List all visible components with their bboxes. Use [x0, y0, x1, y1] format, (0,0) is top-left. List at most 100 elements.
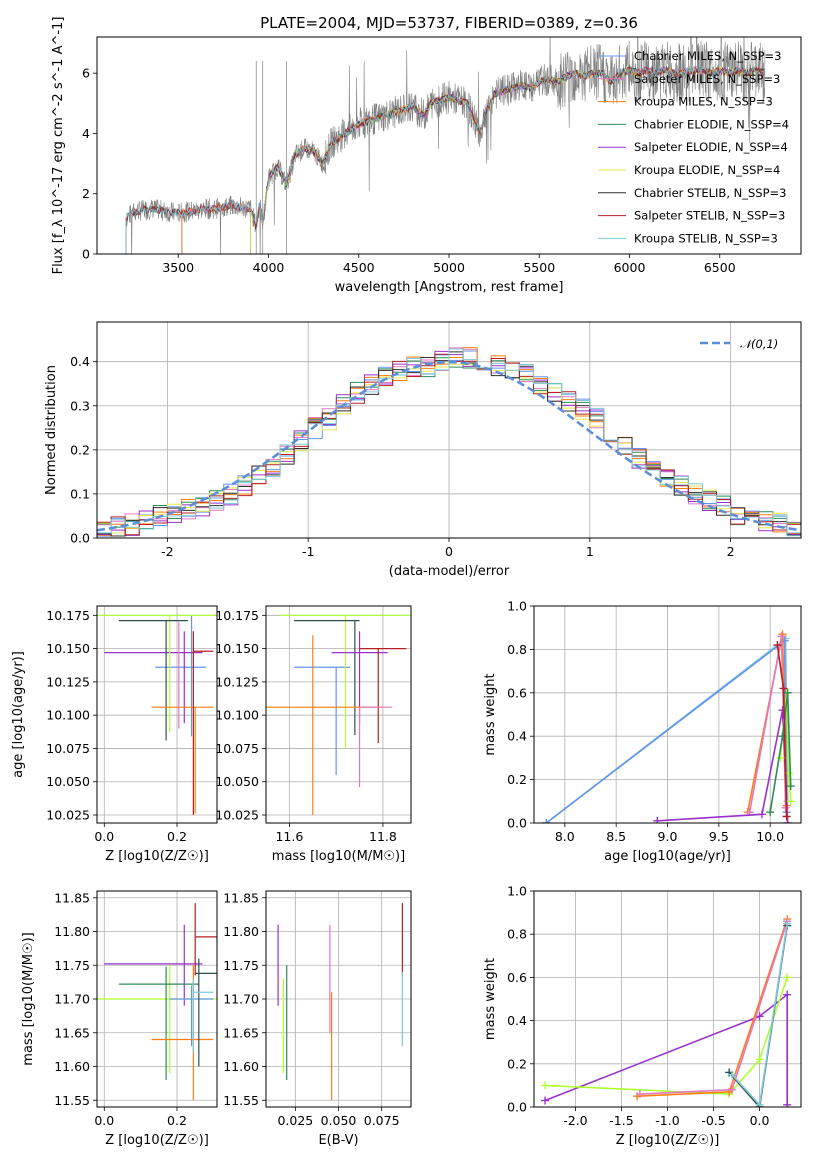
y-tick-label: 11.65 — [223, 1025, 259, 1040]
weight-marker — [783, 819, 792, 823]
panel-4: 11.6 11.8 10.025 10.050 10.075 10.100 10.125 10… — [215, 605, 412, 864]
data-point-5 — [359, 648, 407, 744]
weight-line-1 — [545, 977, 788, 1095]
x-tick-label: -1.0 — [655, 1113, 679, 1128]
weight-marker — [783, 973, 792, 982]
y-tick-label: 10.175 — [46, 608, 90, 623]
x-tick-label: 0 — [445, 544, 453, 559]
data-point-7 — [192, 978, 214, 1053]
plot-area — [125, 37, 766, 254]
weight-marker — [786, 797, 795, 806]
y-axis-label: mass weight — [483, 958, 498, 1040]
y-tick-label: 10.075 — [215, 741, 259, 756]
y-tick-label: 0.4 — [70, 354, 90, 369]
legend-entry: Chabrier STELIB, N_SSP=3 — [634, 186, 786, 200]
plot-area — [97, 891, 217, 1107]
y-tick-label: 0.2 — [507, 1056, 527, 1071]
weight-marker — [782, 812, 791, 821]
y-tick-label: 10.125 — [215, 674, 259, 689]
y-tick-label: 11.60 — [223, 1059, 259, 1074]
x-axis-label: Z [log10(Z/Z☉)] — [105, 849, 209, 864]
data-point-2 — [294, 620, 360, 736]
legend-entry: 𝒩(0,1) — [740, 337, 778, 351]
x-tick-label: -0.5 — [701, 1113, 725, 1128]
axes-frame — [265, 890, 412, 1108]
y-tick-label: 0.8 — [507, 927, 527, 942]
y-tick-label: 10.025 — [215, 808, 259, 823]
x-tick-label: 5500 — [523, 260, 555, 275]
x-axis-label: E(B-V) — [318, 1133, 358, 1148]
y-tick-label: 10.100 — [46, 708, 90, 723]
x-axis-label: Z [log10(Z/Z☉)] — [105, 1133, 209, 1148]
x-tick-label: 6000 — [614, 260, 646, 275]
x-axis-label: (data-model)/error — [389, 564, 510, 579]
data-spectrum — [125, 37, 766, 254]
y-tick-label: 0.3 — [70, 398, 90, 413]
weight-marker — [541, 1096, 550, 1105]
y-tick-label: 11.55 — [223, 1093, 259, 1108]
y-tick-label: 0.0 — [507, 1100, 527, 1115]
data-point-5 — [151, 706, 214, 814]
panel-2: -2 -1 0 1 2 0.0 0.1 0.2 0.3 0.4 (data-model)/error… — [44, 321, 802, 579]
plot-area — [97, 606, 217, 823]
y-tick-label: 10.025 — [46, 808, 90, 823]
plot-area — [534, 891, 801, 1107]
x-tick-label: 9.5 — [709, 829, 729, 844]
x-axis-label: Z [log10(Z/Z☉)] — [616, 1133, 720, 1148]
weight-marker — [635, 1090, 644, 1099]
x-tick-label: -2 — [161, 544, 173, 559]
legend-entry: Chabrier ELODIE, N_SSP=4 — [634, 117, 789, 131]
y-tick-label: 11.70 — [223, 992, 259, 1007]
data-point-6 — [192, 631, 214, 816]
data-point-4 — [266, 635, 383, 816]
axes-frame — [533, 890, 802, 1108]
x-tick-label: 11.8 — [369, 829, 397, 844]
weight-marker — [766, 808, 775, 817]
data-point-4 — [118, 620, 188, 741]
x-tick-label: 0.2 — [167, 1113, 187, 1128]
y-axis-label: mass [log10(M/M☉)] — [21, 932, 36, 1065]
plot-area — [266, 891, 411, 1107]
x-tick-label: 0.0 — [750, 1113, 770, 1128]
axes-frame — [96, 36, 802, 255]
x-axis-label: age [log10(age/yr)] — [604, 849, 731, 864]
weight-marker — [783, 1100, 792, 1107]
legend-entry: Salpeter ELODIE, N_SSP=4 — [634, 140, 788, 154]
axes-frame — [96, 321, 802, 539]
y-tick-label: 11.75 — [54, 958, 90, 973]
y-tick-label: 11.65 — [54, 1025, 90, 1040]
data-point-6 — [195, 958, 217, 1067]
y-axis-label: age [log10(age/yr)] — [11, 651, 26, 778]
y-tick-label: 0.8 — [507, 642, 527, 657]
y-tick-label: 6 — [82, 66, 90, 81]
data-point-2 — [118, 966, 199, 1080]
x-tick-label: -1.5 — [609, 1113, 633, 1128]
weight-marker — [755, 1012, 764, 1021]
y-tick-label: 4 — [82, 126, 90, 141]
weight-marker — [541, 1081, 550, 1090]
y-tick-label: 11.70 — [54, 992, 90, 1007]
residual-histogram-8 — [97, 348, 801, 537]
y-tick-label: 0.0 — [507, 816, 527, 831]
data-point-5 — [194, 903, 217, 976]
x-tick-label: 9.0 — [658, 829, 678, 844]
weight-marker — [783, 688, 792, 697]
x-tick-label: 0.050 — [321, 1113, 357, 1128]
x-tick-label: 1 — [586, 544, 594, 559]
weight-marker — [727, 1070, 736, 1079]
x-tick-label: 6500 — [704, 260, 736, 275]
panel-6: 0.0 0.2 11.55 11.60 11.65 11.70 11.75 11.80 11.8… — [21, 890, 218, 1148]
x-tick-label: 0.0 — [94, 829, 114, 844]
weight-marker — [653, 816, 662, 823]
y-tick-label: 0.2 — [507, 772, 527, 787]
weight-marker — [783, 990, 792, 999]
x-tick-label: -2.0 — [563, 1113, 587, 1128]
y-tick-label: 11.85 — [54, 890, 90, 905]
y-tick-label: 2 — [82, 186, 90, 201]
weight-marker — [755, 1055, 764, 1064]
y-tick-label: 11.60 — [54, 1059, 90, 1074]
data-point-1 — [280, 614, 411, 749]
y-tick-label: 0.6 — [507, 685, 527, 700]
weight-marker — [542, 819, 551, 823]
